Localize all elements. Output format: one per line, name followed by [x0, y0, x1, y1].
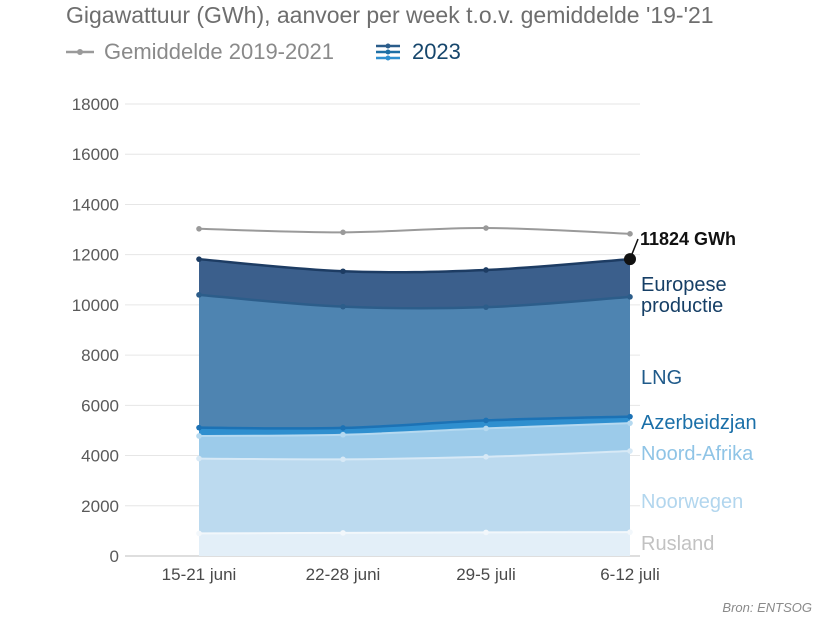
series-point	[483, 454, 489, 460]
legend-label-average: Gemiddelde 2019-2021	[104, 39, 334, 64]
series-label: Europese	[641, 274, 727, 296]
y-tick-label: 4000	[81, 447, 119, 466]
total-leader-line	[631, 238, 639, 255]
y-tick-label: 6000	[81, 396, 119, 415]
area-lng	[199, 294, 630, 429]
average-line	[198, 227, 631, 235]
series-point	[483, 425, 489, 432]
average-point	[483, 225, 489, 231]
y-tick-label: 16000	[72, 145, 119, 164]
total-marker	[624, 253, 636, 266]
y-tick-label: 10000	[72, 296, 119, 315]
x-tick-label: 29-5 juli	[456, 565, 516, 584]
series-point	[196, 433, 202, 439]
y-tick-label: 12000	[72, 246, 119, 265]
legend-label-2023: 2023	[411, 39, 461, 64]
series-point	[196, 424, 202, 431]
series-point	[340, 530, 346, 536]
x-tick-label: 15-21 juni	[162, 565, 237, 584]
series-point	[196, 530, 202, 537]
x-tick-label: 22-28 juni	[306, 565, 381, 584]
series-point	[340, 456, 346, 463]
x-tick-label: 6-12 juli	[600, 565, 660, 584]
y-tick-label: 14000	[72, 195, 119, 214]
series-point	[340, 425, 346, 431]
series-line	[198, 293, 631, 310]
series-label: Azerbeidzjan	[641, 412, 757, 434]
series-point	[340, 268, 346, 275]
series-line	[198, 257, 631, 274]
series-point	[483, 417, 489, 424]
total-annotation: 11824 GWh	[640, 229, 736, 249]
series-point	[483, 267, 489, 273]
series-label: Noorwegen	[641, 491, 743, 513]
series-point	[627, 529, 633, 535]
area-rusland	[199, 532, 630, 556]
series-line	[198, 531, 631, 535]
line-marker-icon	[66, 49, 94, 55]
average-point	[627, 231, 633, 237]
source-note: Bron: ENTSOG	[722, 600, 812, 615]
y-tick-label: 0	[110, 547, 119, 566]
series-label: productie	[641, 295, 723, 317]
y-tick-label: 2000	[81, 497, 119, 516]
series-line	[198, 415, 631, 430]
chart-title: Gigawattuur (GWh), aanvoer per week t.o.…	[66, 2, 714, 28]
area-azerbeidzjan	[199, 416, 630, 436]
area-noorwegen	[199, 451, 630, 534]
area-europese-productie	[199, 259, 630, 309]
series-point	[196, 292, 202, 298]
series-point	[196, 256, 202, 262]
series-point	[483, 529, 489, 536]
series-point	[196, 455, 202, 462]
average-point	[196, 226, 202, 232]
series-point	[483, 304, 489, 310]
y-tick-label: 18000	[72, 95, 119, 114]
series-point	[627, 420, 633, 426]
stacked-lines-icon	[375, 43, 400, 61]
legend-item-average[interactable]: Gemiddelde 2019-2021	[66, 39, 334, 65]
area-noord-afrika	[199, 423, 630, 460]
series-point	[340, 303, 346, 310]
legend-item-2023[interactable]: 2023	[374, 39, 461, 65]
series-label: Rusland	[641, 533, 714, 555]
series-point	[627, 294, 633, 300]
y-tick-label: 8000	[81, 346, 119, 365]
series-line	[198, 450, 631, 461]
series-label: LNG	[641, 367, 682, 389]
series-point	[340, 431, 346, 438]
legend: Gemiddelde 2019-2021 2023	[66, 38, 501, 66]
series-label: Noord-Afrika	[641, 443, 754, 465]
series-point	[627, 413, 633, 420]
series-line	[198, 422, 631, 437]
average-point	[340, 229, 346, 236]
series-point	[627, 448, 633, 454]
